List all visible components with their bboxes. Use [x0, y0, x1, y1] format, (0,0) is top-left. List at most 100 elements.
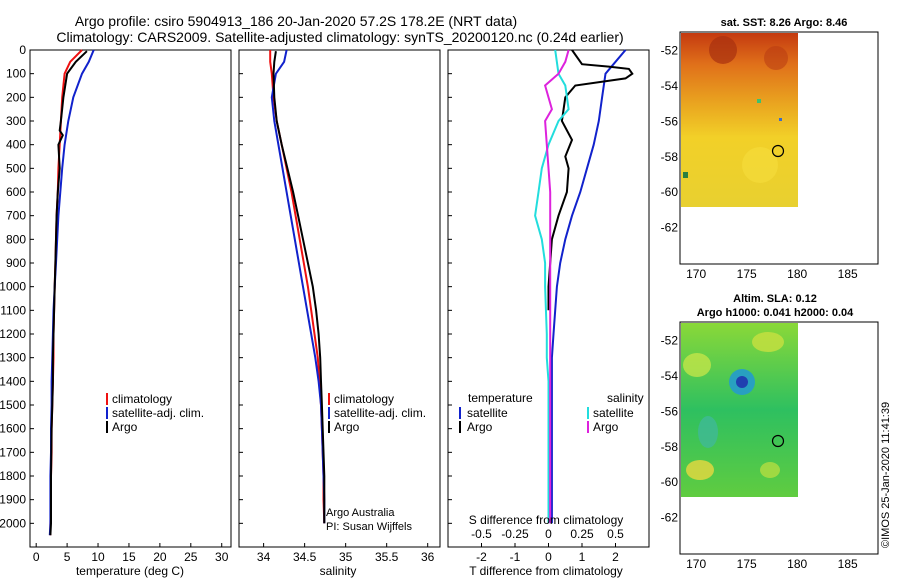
sla-high-patch — [686, 460, 714, 480]
map-y-tick-label: -62 — [661, 511, 679, 525]
s-diff-tick-label: -0.25 — [501, 527, 529, 541]
map-x-tick-label: 185 — [838, 267, 858, 281]
x-tick-label: 1 — [579, 550, 586, 564]
x-tick-label: 0 — [545, 550, 552, 564]
sla-high-patch — [760, 462, 780, 478]
map-y-tick-label: -52 — [661, 44, 679, 58]
legend-label-t-satellite: satellite — [467, 406, 508, 420]
depth-tick-label: 400 — [6, 138, 26, 152]
depth-tick-label: 1300 — [0, 351, 26, 365]
depth-tick-label: 500 — [6, 161, 26, 175]
x-tick-label: 35 — [339, 550, 353, 564]
x-tick-label: 25 — [184, 550, 198, 564]
footer-timestamp: ©IMOS 25-Jan-2020 11:41:39 — [880, 402, 892, 548]
depth-tick-label: 1400 — [0, 374, 26, 388]
legend-label-satellite: satellite-adj. clim. — [334, 406, 426, 420]
legend-label-argo: Argo — [334, 420, 360, 434]
map-x-tick-label: 170 — [686, 557, 706, 571]
t-difference-axis-label: T difference from climatology — [469, 564, 623, 578]
credit-pi-name: PI: Susan Wijffels — [326, 521, 412, 533]
figure-title-line-1: Argo profile: csiro 5904913_186 20-Jan-2… — [75, 13, 517, 29]
map-x-tick-label: 180 — [787, 557, 807, 571]
figure-title-line-2: Climatology: CARS2009. Satellite-adjuste… — [56, 29, 623, 45]
map-x-tick-label: 180 — [787, 267, 807, 281]
legend-label-satellite: satellite-adj. clim. — [112, 406, 204, 420]
legend-label-climatology: climatology — [334, 392, 394, 406]
depth-tick-label: 1000 — [0, 280, 26, 294]
series-line-satellite-adj-clim- — [48, 49, 95, 536]
series-line-argo — [543, 49, 570, 524]
x-tick-label: 0 — [33, 550, 40, 564]
map-y-tick-label: -54 — [661, 79, 679, 93]
map-y-tick-label: -62 — [661, 221, 679, 235]
map-y-tick-label: -56 — [661, 404, 679, 418]
depth-tick-label: 1200 — [0, 327, 26, 341]
sla-map-title-line-2: Argo h1000: 0.041 h2000: 0.04 — [697, 307, 854, 319]
tick-layer: 0100200300400500600700800900100011001200… — [0, 43, 858, 571]
s-diff-tick-label: 0.25 — [570, 527, 594, 541]
salinity-panel-frame — [238, 49, 441, 548]
series-layer — [48, 49, 634, 536]
sst-warm-patch — [709, 36, 737, 64]
series-line-argo — [272, 51, 326, 524]
depth-tick-label: 300 — [6, 114, 26, 128]
x-tick-label: 35.5 — [375, 550, 399, 564]
map-x-tick-label: 185 — [838, 557, 858, 571]
series-line-satellite-adj-clim- — [270, 49, 326, 524]
sla-argo-marker — [771, 434, 785, 448]
depth-tick-label: 1500 — [0, 398, 26, 412]
depth-tick-label: 800 — [6, 232, 26, 246]
series-line-satellite — [550, 49, 627, 524]
depth-tick-label: 600 — [6, 185, 26, 199]
map-x-tick-label: 175 — [737, 557, 757, 571]
x-tick-label: -2 — [476, 550, 487, 564]
credit-argo-australia: Argo Australia — [326, 507, 395, 519]
x-tick-label: 5 — [64, 550, 71, 564]
x-tick-label: 36 — [421, 550, 435, 564]
legend-title-salinity: salinity — [607, 391, 644, 405]
x-tick-label: -1 — [510, 550, 521, 564]
map-y-tick-label: -54 — [661, 369, 679, 383]
x-tick-label: 10 — [91, 550, 105, 564]
legend-label-s-satellite: satellite — [593, 406, 634, 420]
s-diff-tick-label: -0.5 — [471, 527, 492, 541]
s-diff-tick-label: 0 — [545, 527, 552, 541]
map-y-tick-label: -60 — [661, 475, 679, 489]
legend-label-climatology: climatology — [112, 392, 172, 406]
x-tick-label: 34.5 — [293, 550, 317, 564]
legend-label-argo: Argo — [112, 420, 138, 434]
depth-tick-label: 1700 — [0, 445, 26, 459]
legend-label-t-argo: Argo — [467, 420, 493, 434]
sla-map-title-line-1: Altim. SLA: 0.12 — [733, 293, 817, 305]
legend-label-s-argo: Argo — [593, 420, 619, 434]
depth-tick-label: 1100 — [0, 303, 26, 317]
s-difference-axis-label: S difference from climatology — [469, 513, 624, 527]
difference-legend: temperature salinity satellite Argo sate… — [459, 391, 644, 434]
depth-tick-label: 700 — [6, 209, 26, 223]
x-tick-label: 30 — [215, 550, 229, 564]
sla-high-patch — [752, 332, 784, 352]
sla-low-patch — [698, 416, 718, 448]
sst-dot — [683, 172, 688, 178]
salinity-axis-label: salinity — [320, 564, 357, 578]
map-x-tick-label: 170 — [686, 267, 706, 281]
sst-map — [679, 31, 879, 265]
map-y-tick-label: -60 — [661, 185, 679, 199]
salinity-legend: climatology satellite-adj. clim. Argo — [328, 392, 426, 434]
depth-tick-label: 1900 — [0, 493, 26, 507]
depth-tick-label: 200 — [6, 90, 26, 104]
temperature-axis-label: temperature (deg C) — [76, 564, 184, 578]
series-line-argo — [547, 49, 634, 311]
depth-tick-label: 2000 — [0, 516, 26, 530]
sla-map — [679, 321, 879, 555]
sst-map-title: sat. SST: 8.26 Argo: 8.46 — [721, 17, 848, 29]
sla-high-patch — [683, 353, 711, 377]
series-line-satellite — [534, 49, 570, 524]
depth-tick-label: 1800 — [0, 469, 26, 483]
sst-dot — [779, 118, 782, 121]
sst-dot — [757, 99, 761, 103]
sst-argo-marker — [771, 144, 785, 158]
x-tick-label: 34 — [257, 550, 271, 564]
